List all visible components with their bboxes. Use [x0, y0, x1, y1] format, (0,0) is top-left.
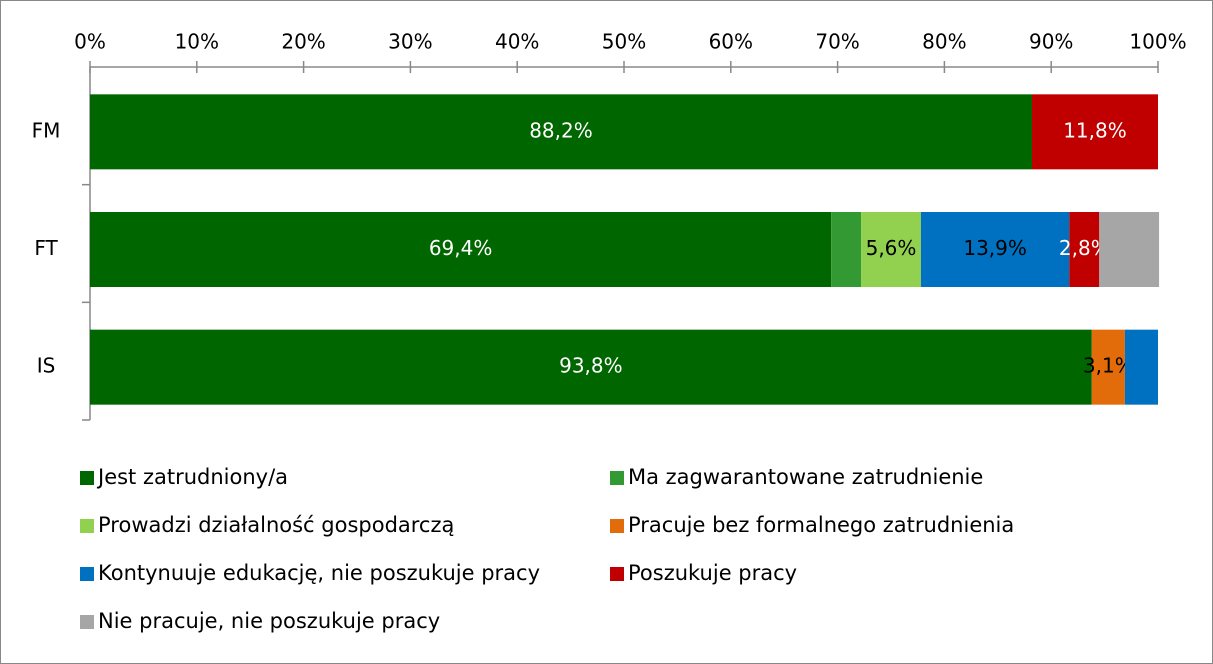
x-tick-label: 80% — [922, 30, 966, 54]
x-tick-label: 50% — [602, 30, 646, 54]
legend-swatch — [80, 471, 94, 485]
y-tick-label: IS — [37, 354, 56, 378]
legend-swatch — [610, 567, 624, 581]
bar-segment — [1099, 212, 1160, 287]
data-label: 5,6% — [866, 236, 917, 260]
legend-swatch — [80, 519, 94, 533]
data-label: 93,8% — [559, 354, 623, 378]
y-tick-label: FM — [32, 118, 61, 142]
x-tick-label: 100% — [1129, 30, 1186, 54]
bar-segment — [861, 212, 921, 287]
legend-swatch — [80, 615, 94, 629]
data-label: 69,4% — [429, 236, 493, 260]
legend-swatch — [80, 567, 94, 581]
legend-swatch — [610, 519, 624, 533]
legend-label: Kontynuuje edukację, nie poszukuje pracy — [98, 561, 540, 585]
bar-segment — [90, 329, 1092, 405]
data-label: 11,8% — [1063, 118, 1127, 142]
bar-segment — [1031, 94, 1158, 170]
legend-label: Jest zatrudniony/a — [96, 465, 288, 489]
x-tick-label: 10% — [175, 30, 219, 54]
data-label: 88,2% — [529, 118, 593, 142]
data-label: 13,9% — [963, 236, 1027, 260]
legend-label: Poszukuje pracy — [628, 561, 797, 585]
bar-segment — [831, 212, 862, 287]
bar-segment — [90, 94, 1032, 170]
legend-label: Prowadzi działalność gospodarczą — [98, 513, 454, 537]
bar-segment — [90, 212, 832, 287]
x-tick-label: 0% — [74, 30, 106, 54]
bar-segment — [1091, 329, 1125, 405]
x-tick-label: 60% — [709, 30, 753, 54]
x-tick-label: 90% — [1029, 30, 1073, 54]
bar-segment — [1124, 329, 1158, 405]
x-tick-label: 40% — [495, 30, 539, 54]
legend-swatch — [610, 471, 624, 485]
bar-segment — [1069, 212, 1100, 287]
legend-label: Pracuje bez formalnego zatrudnienia — [628, 513, 1014, 537]
x-tick-label: 30% — [388, 30, 432, 54]
x-tick-label: 70% — [815, 30, 859, 54]
y-tick-label: FT — [34, 236, 58, 260]
legend-label: Nie pracuje, nie poszukuje pracy — [98, 609, 440, 633]
x-tick-label: 20% — [281, 30, 325, 54]
legend-label: Ma zagwarantowane zatrudnienie — [628, 465, 983, 489]
bar-segment — [920, 212, 1070, 287]
